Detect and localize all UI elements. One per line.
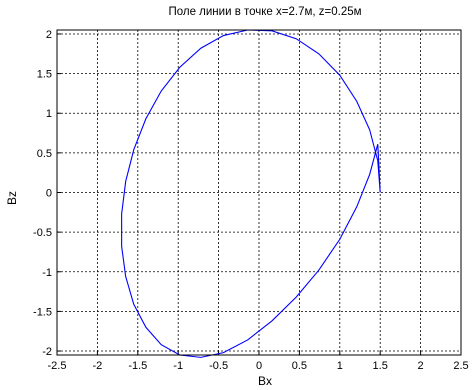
x-tick-label: -1.5: [128, 360, 147, 372]
x-tick-label: 1.5: [373, 360, 388, 372]
y-axis-label: Bz: [5, 191, 19, 205]
y-tick-label: 2: [46, 29, 52, 41]
series-line: [121, 29, 381, 358]
grid: [56, 30, 462, 355]
y-tick-label: -2: [42, 346, 52, 358]
x-tick-label: -1: [173, 360, 183, 372]
x-axis-label: Bx: [258, 374, 272, 388]
y-tick-label: 1: [46, 108, 52, 120]
x-tick-label: 1: [337, 360, 343, 372]
chart-title: Поле линии в точке x=2.7м, z=0.25м: [168, 6, 361, 18]
tick-labels: -2.5 -2 -1.5 -1 -0.5 0 0.5 1 1.5 2 2.5 -2 -1.5 -1 -0.5…: [33, 29, 469, 372]
plot-frame: [56, 29, 462, 356]
x-tick-label: -0.5: [209, 360, 228, 372]
y-tick-label: 1.5: [37, 69, 52, 81]
x-tick-label: 0: [256, 360, 262, 372]
x-tick-label: -2.5: [48, 360, 67, 372]
y-tick-label: -1: [42, 267, 52, 279]
y-tick-label: -0.5: [33, 227, 52, 239]
x-tick-label: 2: [418, 360, 424, 372]
x-tick-label: 0.5: [292, 360, 307, 372]
y-tick-label: 0.5: [37, 148, 52, 160]
x-tick-label: 2.5: [453, 360, 468, 372]
x-tick-label: -2: [93, 360, 103, 372]
y-tick-label: -1.5: [33, 306, 52, 318]
y-tick-label: 0: [46, 188, 52, 200]
